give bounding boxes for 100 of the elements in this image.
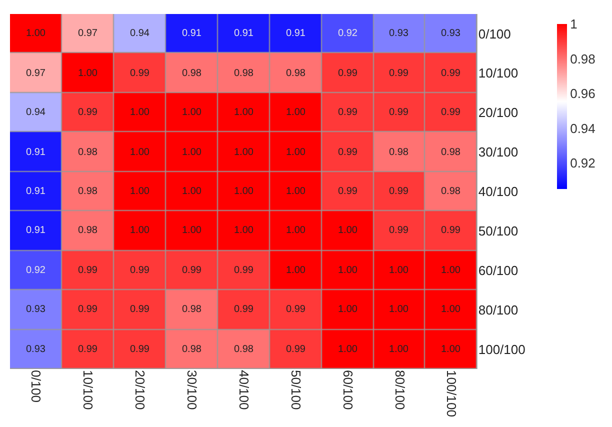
- data-label: 0.93: [441, 28, 461, 39]
- y-tick-label: 80/100: [478, 302, 518, 318]
- data-label: 0.99: [441, 225, 461, 236]
- data-label: 0.92: [26, 265, 46, 276]
- data-label: 0.99: [338, 107, 358, 118]
- data-label: 0.98: [78, 186, 98, 197]
- data-label: 1.00: [286, 107, 306, 118]
- y-tick-label: 50/100: [478, 223, 518, 238]
- color-bar-label: 0.98: [570, 51, 596, 66]
- x-tick-label: 40/100: [236, 370, 252, 410]
- data-label: 1.00: [182, 107, 202, 118]
- data-label: 0.99: [130, 265, 150, 276]
- data-label: 0.99: [389, 186, 409, 197]
- data-label: 0.98: [78, 147, 98, 158]
- data-label: 0.93: [26, 304, 46, 315]
- data-label: 0.98: [441, 147, 461, 158]
- data-label: 0.98: [182, 68, 202, 79]
- data-label: 1.00: [338, 304, 358, 315]
- data-label: 0.98: [389, 147, 409, 158]
- data-label: 0.98: [78, 225, 98, 236]
- data-label: 0.97: [78, 28, 98, 39]
- data-label: 1.00: [234, 147, 254, 158]
- data-label: 0.99: [338, 186, 358, 197]
- color-bar-label: 0.92: [570, 156, 596, 170]
- data-label: 1.00: [234, 225, 254, 236]
- y-tick-label: 10/100: [478, 66, 518, 81]
- data-label: 1.00: [182, 147, 202, 158]
- y-tick-label: 60/100: [478, 262, 518, 278]
- y-tick-label: 20/100: [478, 105, 518, 120]
- data-label: 0.99: [441, 68, 461, 79]
- data-label: 1.00: [338, 225, 358, 236]
- data-label: 0.99: [389, 225, 409, 236]
- x-tick-label: 20/100: [132, 370, 148, 410]
- data-label: 0.99: [182, 265, 202, 276]
- y-tick-label: 40/100: [478, 184, 518, 200]
- y-tick-label: 30/100: [478, 144, 518, 160]
- color-bar-label: 1: [570, 16, 578, 32]
- data-label: 0.99: [338, 68, 358, 79]
- x-tick-label: 50/100: [288, 370, 304, 410]
- data-label: 0.94: [26, 107, 46, 118]
- data-label: 0.99: [286, 304, 306, 315]
- data-label: 1.00: [286, 225, 306, 236]
- data-label: 1.00: [130, 107, 150, 118]
- data-label: 0.99: [78, 344, 98, 355]
- data-label: 0.91: [26, 147, 46, 158]
- data-label: 0.99: [78, 265, 98, 276]
- data-label: 1.00: [130, 147, 150, 158]
- color-bar-label: 0.94: [570, 120, 596, 136]
- x-tick-label: 0/100: [28, 370, 44, 403]
- data-label: 1.00: [182, 186, 202, 197]
- data-label: 0.99: [130, 344, 150, 355]
- data-label: 1.00: [389, 265, 409, 276]
- data-label: 0.98: [182, 344, 202, 355]
- data-label: 0.99: [130, 68, 150, 79]
- data-label: 1.00: [389, 304, 409, 315]
- data-label: 0.99: [78, 304, 98, 315]
- data-label: 0.99: [78, 107, 98, 118]
- data-label: 1.00: [286, 186, 306, 197]
- data-label: 0.93: [26, 344, 46, 355]
- data-label: 1.00: [286, 265, 306, 276]
- data-label: 0.98: [286, 68, 306, 79]
- y-tick-label: 0/100: [478, 26, 511, 42]
- data-label: 0.94: [130, 28, 150, 39]
- data-label: 1.00: [130, 186, 150, 197]
- data-label: 0.99: [338, 147, 358, 158]
- y-tick-label: 100/100: [478, 342, 526, 357]
- color-bar-label: 0.96: [570, 86, 596, 102]
- data-label: 1.00: [389, 344, 409, 355]
- data-label: 0.98: [182, 304, 202, 315]
- data-label: 1.00: [26, 28, 46, 39]
- data-label: 1.00: [130, 225, 150, 236]
- data-label: 0.92: [338, 28, 358, 39]
- data-label: 0.91: [26, 225, 46, 236]
- data-label: 0.91: [26, 186, 46, 197]
- data-label: 0.93: [389, 28, 409, 39]
- x-tick-label: 10/100: [80, 370, 96, 410]
- data-label: 1.00: [338, 265, 358, 276]
- data-label: 0.97: [26, 68, 46, 79]
- data-label: 1.00: [441, 265, 461, 276]
- data-label: 0.99: [441, 107, 461, 118]
- x-tick-label: 30/100: [184, 370, 200, 410]
- data-label: 0.98: [234, 68, 254, 79]
- x-tick-label: 100/100: [444, 370, 460, 417]
- data-label: 0.91: [182, 28, 202, 39]
- data-label: 0.99: [234, 304, 254, 315]
- data-label: 1.00: [234, 186, 254, 197]
- data-label: 1.00: [338, 344, 358, 355]
- data-label: 0.99: [389, 68, 409, 79]
- data-label: 1.00: [286, 147, 306, 158]
- data-label: 0.91: [234, 28, 254, 39]
- data-label: 0.91: [286, 28, 306, 39]
- data-label: 1.00: [234, 107, 254, 118]
- data-label: 0.98: [441, 186, 461, 197]
- data-label: 1.00: [78, 68, 98, 79]
- data-label: 0.99: [286, 344, 306, 355]
- x-tick-label: 60/100: [340, 370, 356, 410]
- data-label: 1.00: [441, 344, 461, 355]
- data-label: 0.99: [130, 304, 150, 315]
- data-label: 1.00: [182, 225, 202, 236]
- data-label: 1.00: [441, 304, 461, 315]
